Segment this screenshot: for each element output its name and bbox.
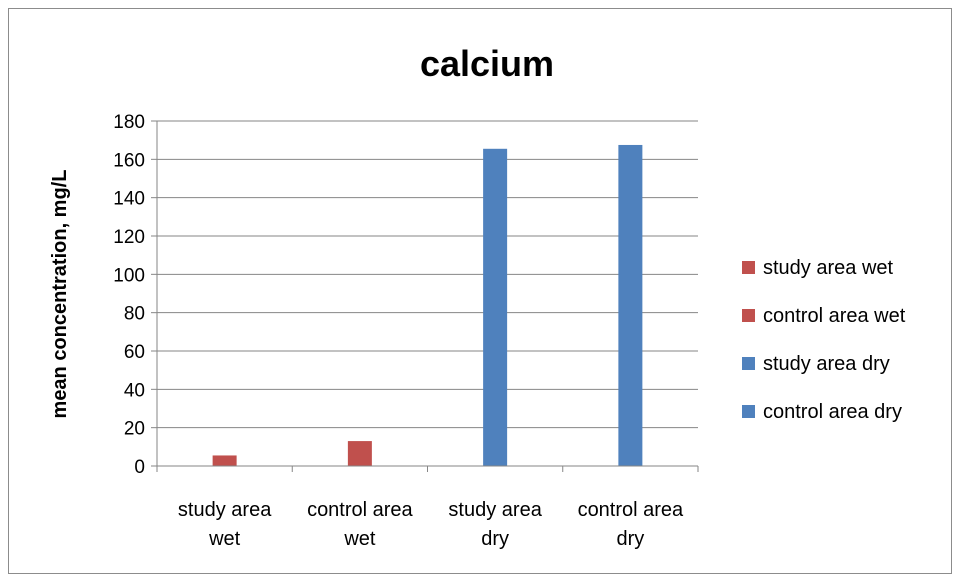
legend-entry: study area dry	[763, 353, 890, 375]
y-tick-label: 20	[124, 419, 145, 440]
bar-control-area-wet	[347, 441, 372, 466]
legend-swatch	[742, 261, 755, 274]
legend-swatch	[742, 309, 755, 322]
y-tick-label: 80	[124, 304, 145, 325]
y-tick-label: 180	[113, 112, 145, 133]
x-category-label: dry	[481, 528, 509, 550]
legend-entry: control area wet	[763, 305, 906, 327]
y-tick-label: 40	[124, 380, 145, 401]
x-category-labels: study area wet control area wet study area dr…	[178, 499, 684, 550]
x-category-label: study area	[178, 499, 272, 521]
bar-study-area-wet	[212, 455, 237, 466]
y-axis-label: mean concentration, mg/L	[49, 170, 71, 419]
x-category-label: control area	[578, 499, 684, 521]
bar-control-area-dry	[618, 144, 643, 467]
chart-frame	[8, 8, 952, 574]
x-category-label: study area	[448, 499, 542, 521]
legend: study area wet control area wet study area…	[742, 257, 906, 423]
chart-title: calcium	[420, 43, 554, 84]
y-tick-label: 0	[134, 457, 145, 478]
legend-entry: study area wet	[763, 257, 894, 279]
y-tick-label: 60	[124, 342, 145, 363]
bar-study-area-dry	[483, 148, 508, 466]
y-tick-label: 160	[113, 150, 145, 171]
legend-swatch	[742, 357, 755, 370]
bars	[212, 144, 643, 467]
legend-entry: control area dry	[763, 401, 902, 423]
y-tick-label: 100	[113, 265, 145, 286]
y-tick-label: 140	[113, 189, 145, 210]
x-category-label: wet	[208, 528, 241, 550]
legend-swatch	[742, 405, 755, 418]
axes	[151, 120, 699, 472]
y-tick-label: 120	[113, 227, 145, 248]
x-category-label: wet	[343, 528, 376, 550]
y-tick-labels: 0 20 40 60 80 100 120 140 160 180	[113, 112, 145, 478]
gridlines	[157, 120, 698, 429]
x-category-label: control area	[307, 499, 413, 521]
x-category-label: dry	[616, 528, 644, 550]
